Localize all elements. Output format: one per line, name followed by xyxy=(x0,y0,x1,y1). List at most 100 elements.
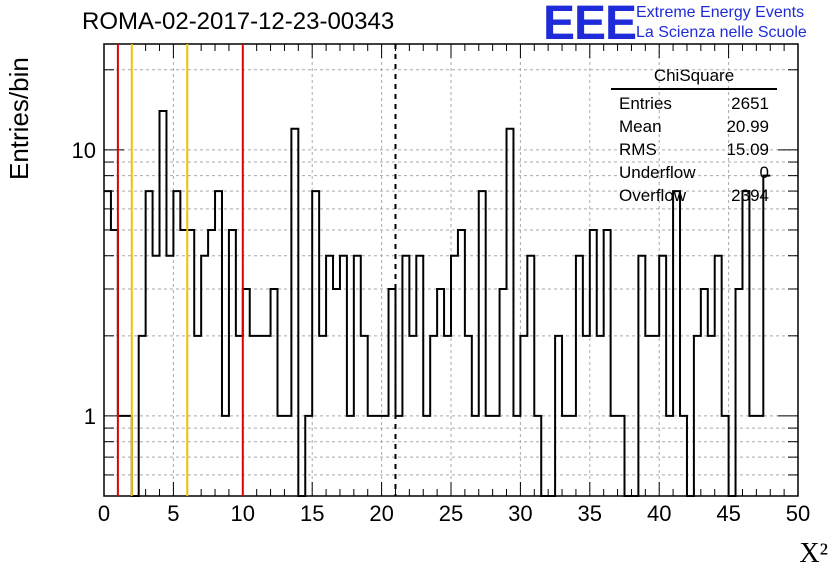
histogram-bin xyxy=(597,336,604,496)
x-tick-label: 10 xyxy=(231,501,255,526)
histogram-bin xyxy=(340,256,347,496)
histogram-bin xyxy=(472,416,479,496)
histogram-bin xyxy=(479,191,486,496)
histogram-bin xyxy=(527,256,534,496)
x-tick-label: 50 xyxy=(786,501,810,526)
histogram-bin xyxy=(722,416,729,496)
histogram-bin xyxy=(250,336,257,496)
histogram-bin xyxy=(749,416,756,496)
histogram-bin xyxy=(375,416,382,496)
stat-value: 2394 xyxy=(731,186,769,205)
x-tick-label: 5 xyxy=(167,501,179,526)
histogram-bin xyxy=(666,416,673,496)
histogram-bin xyxy=(291,129,298,496)
histogram-bin xyxy=(257,336,264,496)
histogram-bin xyxy=(236,336,243,496)
histogram-bin xyxy=(590,230,597,496)
histogram-bin xyxy=(465,336,472,496)
stat-row-entries: Entries 2651 xyxy=(611,92,777,115)
histogram-bin xyxy=(319,336,326,496)
histogram-bin xyxy=(125,416,132,496)
histogram-bin xyxy=(701,289,708,496)
x-tick-label: 35 xyxy=(578,501,602,526)
histogram-bin xyxy=(201,256,208,496)
histogram-bin xyxy=(160,111,167,496)
histogram-bin xyxy=(368,416,375,496)
histogram-bin xyxy=(111,230,118,496)
x-axis-label: X² xyxy=(799,538,828,569)
histogram-bin xyxy=(493,416,500,496)
stat-label: Mean xyxy=(619,117,662,136)
histogram-bin xyxy=(569,416,576,496)
histogram-bin xyxy=(708,336,715,496)
histogram-bin xyxy=(326,256,333,496)
histogram-bin xyxy=(284,416,291,496)
histogram-bin xyxy=(576,256,583,496)
histogram-bin xyxy=(215,191,222,496)
stats-box: ChiSquare Entries 2651 Mean 20.99 RMS 15.09… xyxy=(611,66,777,207)
stat-row-overflow: Overflow 2394 xyxy=(611,184,777,207)
histogram-bin xyxy=(382,416,389,496)
histogram-bin xyxy=(153,256,160,496)
histogram-outline xyxy=(104,109,771,497)
histogram-bin xyxy=(659,256,666,496)
histogram-bin xyxy=(458,230,465,496)
x-tick-label: 45 xyxy=(716,501,740,526)
x-tick-label: 40 xyxy=(647,501,671,526)
histogram-bin xyxy=(444,336,451,496)
x-tick-label: 15 xyxy=(300,501,324,526)
histogram-bin xyxy=(652,336,659,496)
histogram-bin xyxy=(333,289,340,496)
y-tick-label: 1 xyxy=(84,404,96,429)
histogram-bin xyxy=(278,416,285,496)
histogram-bin xyxy=(694,336,701,496)
y-tick-label: 10 xyxy=(72,138,96,163)
stat-label: Entries xyxy=(619,94,672,113)
stat-label: Overflow xyxy=(619,186,687,205)
histogram-bin xyxy=(611,416,618,496)
eee-logo: EEE xyxy=(543,0,637,50)
stat-row-mean: Mean 20.99 xyxy=(611,115,777,138)
histogram-bin xyxy=(555,336,562,496)
histogram-bin xyxy=(437,289,444,496)
histogram-bin xyxy=(402,256,409,496)
histogram-bin xyxy=(271,289,278,496)
stat-row-underflow: Underflow 0 xyxy=(611,161,777,184)
histogram-bin xyxy=(430,336,437,496)
histogram-bin xyxy=(347,416,354,496)
histogram-bin xyxy=(507,129,514,496)
histogram-bin xyxy=(194,336,201,496)
histogram-bin xyxy=(389,289,396,496)
stat-value: 15.09 xyxy=(726,140,769,159)
histogram-bin xyxy=(264,336,271,496)
histogram-bin xyxy=(513,416,520,496)
histogram-bin xyxy=(208,230,215,496)
histogram-bin xyxy=(416,256,423,496)
histogram-bin xyxy=(173,191,180,496)
histogram-bin xyxy=(361,336,368,496)
histogram-bin xyxy=(673,191,680,496)
histogram-bin xyxy=(520,336,527,496)
histogram-bin xyxy=(736,289,743,496)
histogram-bin xyxy=(146,191,153,496)
logo-line-1: Extreme Energy Events xyxy=(636,4,805,21)
histogram-bin xyxy=(409,336,416,496)
histogram-bin xyxy=(312,191,319,496)
histogram-bin xyxy=(423,416,430,496)
stat-label: Underflow xyxy=(619,163,696,182)
stat-row-rms: RMS 15.09 xyxy=(611,138,777,161)
histogram-bin xyxy=(486,416,493,496)
histogram-bin xyxy=(187,230,194,496)
run-title: ROMA-02-2017-12-23-00343 xyxy=(82,8,395,35)
x-tick-label: 30 xyxy=(508,501,532,526)
histogram-bin xyxy=(451,256,458,496)
histogram-bin xyxy=(139,336,146,496)
histogram-bin xyxy=(534,416,541,496)
histogram-bin xyxy=(618,416,625,496)
histogram-bin xyxy=(562,416,569,496)
histogram-bin xyxy=(118,416,125,496)
histogram-bin xyxy=(715,256,722,496)
histogram-bin xyxy=(229,230,236,496)
